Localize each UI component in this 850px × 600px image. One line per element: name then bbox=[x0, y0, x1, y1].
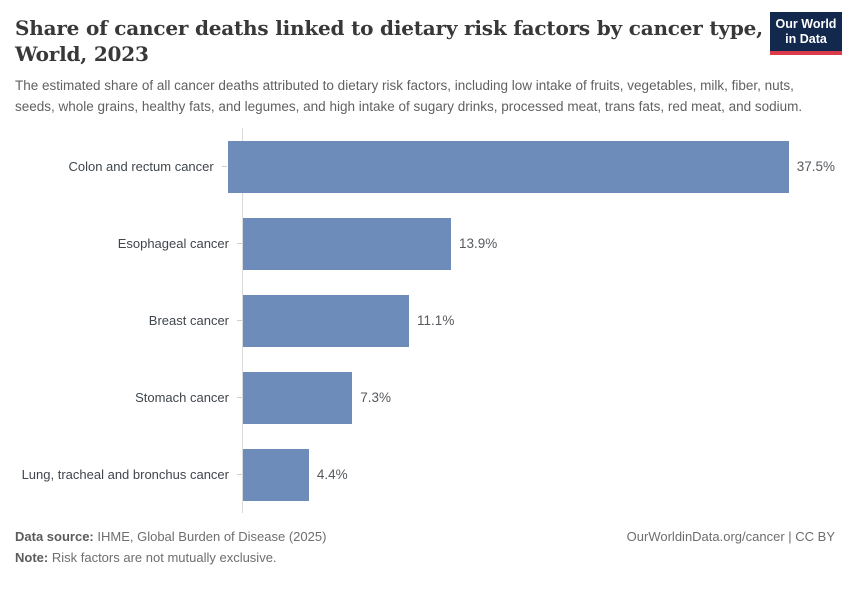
chart-title: Share of cancer deaths linked to dietary… bbox=[15, 16, 763, 66]
footer-link[interactable]: OurWorldinData.org/cancer | CC BY bbox=[626, 529, 835, 544]
owid-logo[interactable]: Our World in Data bbox=[770, 12, 842, 55]
bar[interactable] bbox=[243, 448, 309, 501]
note-line: Note: Risk factors are not mutually excl… bbox=[15, 547, 326, 568]
axis-tick bbox=[221, 166, 227, 167]
category-label: Stomach cancer bbox=[135, 390, 229, 405]
footer: Data source: IHME, Global Burden of Dise… bbox=[15, 526, 835, 568]
bar[interactable] bbox=[243, 371, 353, 424]
category-label: Breast cancer bbox=[148, 313, 229, 328]
bar-row: Stomach cancer 7.3% bbox=[15, 359, 835, 436]
owid-logo-line1: Our World bbox=[775, 17, 837, 31]
owid-logo-text: Our World in Data bbox=[770, 12, 842, 51]
bar-value-label: 4.4% bbox=[316, 467, 348, 482]
bar-chart: Colon and rectum cancer 37.5% Esophageal c… bbox=[15, 128, 835, 513]
header: Share of cancer deaths linked to dietary… bbox=[15, 12, 842, 117]
chart-subtitle: The estimated share of all cancer deaths… bbox=[15, 78, 803, 114]
bar[interactable] bbox=[243, 217, 451, 270]
note-text: Risk factors are not mutually exclusive. bbox=[51, 550, 277, 565]
footer-left: Data source: IHME, Global Burden of Dise… bbox=[15, 526, 326, 568]
y-axis-line bbox=[242, 128, 243, 513]
bar-track: 11.1% bbox=[237, 282, 835, 359]
bar-row: Esophageal cancer 13.9% bbox=[15, 205, 835, 282]
bar-value-label: 13.9% bbox=[458, 236, 498, 251]
bar-value-label: 37.5% bbox=[796, 159, 835, 174]
owid-logo-line2: in Data bbox=[785, 32, 827, 46]
bar-track: 13.9% bbox=[237, 205, 835, 282]
axis-tick bbox=[237, 397, 242, 398]
bar-row: Breast cancer 11.1% bbox=[15, 282, 835, 359]
data-source-text: IHME, Global Burden of Disease (2025) bbox=[97, 529, 327, 544]
bar-plot: Colon and rectum cancer 37.5% Esophageal c… bbox=[15, 128, 835, 513]
bar[interactable] bbox=[227, 140, 789, 193]
axis-tick bbox=[237, 474, 242, 475]
bar-value-label: 7.3% bbox=[360, 390, 391, 405]
axis-tick bbox=[237, 243, 242, 244]
axis-tick bbox=[237, 320, 242, 321]
bar-track: 4.4% bbox=[237, 436, 835, 513]
bar-value-label: 11.1% bbox=[417, 313, 455, 328]
owid-logo-stripe bbox=[770, 51, 842, 55]
category-label: Colon and rectum cancer bbox=[68, 159, 214, 174]
bar[interactable] bbox=[243, 294, 410, 347]
bar-track: 37.5% bbox=[221, 128, 835, 205]
category-label: Esophageal cancer bbox=[117, 236, 229, 251]
data-source-line: Data source: IHME, Global Burden of Dise… bbox=[15, 526, 326, 547]
data-source-label: Data source: bbox=[15, 529, 94, 544]
category-label: Lung, tracheal and bronchus cancer bbox=[21, 467, 229, 482]
note-label: Note: bbox=[15, 550, 49, 565]
bar-track: 7.3% bbox=[237, 359, 835, 436]
bar-row: Colon and rectum cancer 37.5% bbox=[15, 128, 835, 205]
bar-row: Lung, tracheal and bronchus cancer 4.4% bbox=[15, 436, 835, 513]
